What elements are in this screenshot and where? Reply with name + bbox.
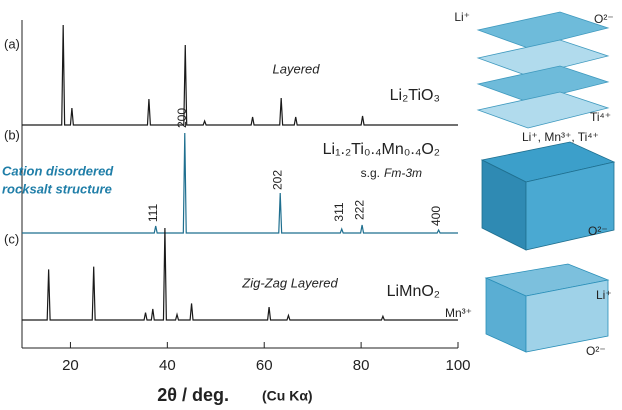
space-group-prefix: s.g. — [361, 166, 380, 180]
peak-label: 311 — [332, 202, 346, 221]
formula: Li₁.₂Ti₀.₄Mn₀.₄O₂ — [323, 141, 440, 158]
space-group: Fm-3m — [384, 166, 422, 180]
peak-label: 202 — [270, 170, 284, 190]
structure-a — [478, 12, 608, 128]
ion-label: O²⁻ — [586, 344, 606, 358]
panel-label: (b) — [4, 127, 20, 142]
ion-label: Li⁺, Mn³⁺, Ti⁴⁺ — [522, 130, 599, 144]
peak-label: 111 — [146, 204, 160, 223]
x-tick-label: 40 — [159, 357, 176, 374]
series-name: Zig-Zag Layered — [241, 275, 338, 290]
ion-label: Li⁺ — [454, 10, 470, 24]
formula: Li₂TiO₃ — [390, 87, 440, 104]
xrd-pattern — [22, 228, 458, 320]
x-tick-label: 20 — [62, 357, 79, 374]
ion-label: O²⁻ — [594, 12, 614, 26]
ion-label: Ti⁴⁺ — [590, 110, 611, 124]
x-axis-note: (Cu Kα) — [262, 388, 313, 404]
structure-c — [486, 264, 608, 352]
x-axis-label: 2θ / deg. — [157, 385, 229, 405]
peak-label: 200 — [175, 108, 189, 128]
series-name: Layered — [273, 61, 321, 76]
panel-label: (c) — [4, 231, 19, 246]
ion-label: O²⁻ — [588, 224, 608, 238]
peak-label: 222 — [352, 200, 366, 220]
ion-label: Mn³⁺ — [445, 306, 472, 320]
panel-label: (a) — [4, 36, 20, 51]
series-name: Cation disordered — [2, 163, 114, 178]
x-tick-label: 80 — [353, 357, 370, 374]
x-tick-label: 60 — [256, 357, 273, 374]
chart: 2θ / deg. (Cu Kα) 20 40 60 80 100 (a) Li₂TiO₃ L… — [0, 0, 622, 410]
series-name: rocksalt structure — [2, 181, 112, 196]
xrd-pattern — [22, 25, 458, 125]
x-tick-label: 100 — [445, 357, 470, 374]
ion-label: Li⁺ — [596, 288, 612, 302]
peak-label: 400 — [429, 206, 443, 226]
formula: LiMnO₂ — [387, 283, 440, 300]
